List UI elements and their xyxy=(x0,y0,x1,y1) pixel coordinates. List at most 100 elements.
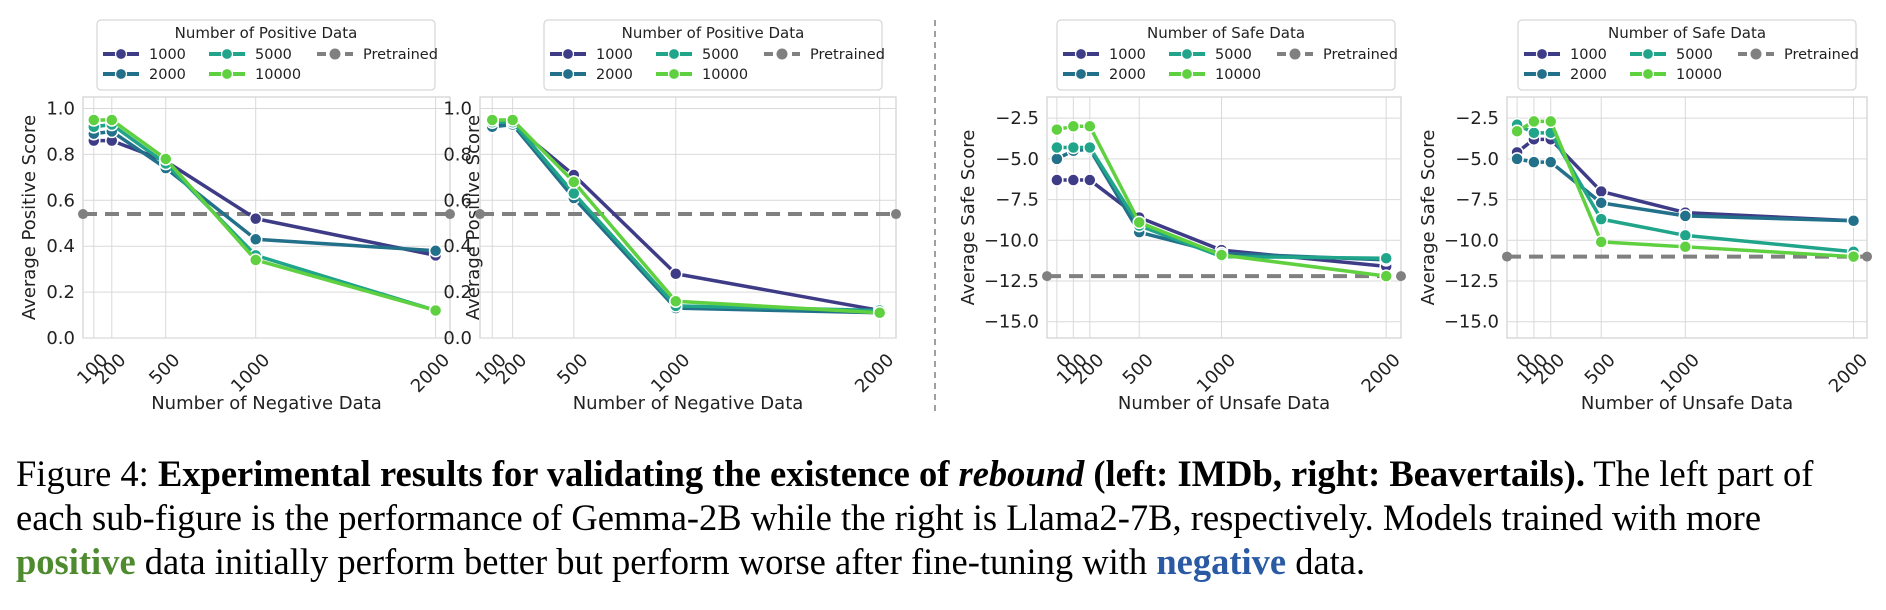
data-point-10000 xyxy=(1846,249,1861,264)
legend-label-2000: 2000 xyxy=(1570,67,1607,83)
pretrained-marker xyxy=(1862,251,1872,262)
data-point-2000 xyxy=(248,232,263,247)
caption-text-3: data. xyxy=(1286,541,1366,582)
data-point-5000 xyxy=(1594,212,1608,226)
pretrained-marker xyxy=(891,209,901,220)
legend-marker-5000 xyxy=(1641,47,1655,61)
legend-pretrained-label: Pretrained xyxy=(363,47,438,63)
x-tick-label: 2000 xyxy=(1825,350,1872,397)
x-axis-label: Number of Unsafe Data xyxy=(1581,393,1793,414)
y-tick-label: 0.0 xyxy=(443,328,472,349)
x-tick-label: 1000 xyxy=(1657,350,1704,397)
legend-label-10000: 10000 xyxy=(1215,67,1261,83)
legend-marker-10000 xyxy=(1180,67,1194,81)
plot-area xyxy=(82,96,451,339)
y-axis-label: Average Safe Score xyxy=(958,130,979,306)
data-point-10000 xyxy=(1379,269,1393,283)
data-point-5000 xyxy=(1050,140,1064,155)
data-point-2000 xyxy=(1543,155,1558,169)
data-point-10000 xyxy=(428,303,443,318)
data-point-10000 xyxy=(1214,248,1229,262)
legend-label-2000: 2000 xyxy=(1109,67,1146,83)
legend-label-10000: 10000 xyxy=(1676,67,1722,83)
data-point-10000 xyxy=(87,113,101,127)
legend-marker-1000 xyxy=(114,47,128,61)
pretrained-marker xyxy=(78,209,88,220)
data-point-5000 xyxy=(1678,228,1693,243)
legend-pretrained-marker xyxy=(1750,48,1762,60)
x-tick-label: 2000 xyxy=(851,350,898,397)
plot-area xyxy=(1046,96,1402,339)
legend-marker-2000 xyxy=(1535,67,1549,81)
data-point-5000 xyxy=(1527,126,1541,140)
legend-pretrained-marker xyxy=(329,48,341,60)
data-point-10000 xyxy=(505,113,520,127)
legend-marker-10000 xyxy=(667,67,681,81)
legend-label-5000: 5000 xyxy=(255,47,292,63)
legend-label-1000: 1000 xyxy=(596,47,633,63)
legend-label-1000: 1000 xyxy=(1109,47,1146,63)
legend-title: Number of Positive Data xyxy=(622,24,805,42)
data-point-1000 xyxy=(1050,173,1064,187)
data-point-10000 xyxy=(1510,124,1524,138)
legend-pretrained-marker xyxy=(776,48,788,60)
y-tick-label: −5.0 xyxy=(1455,149,1499,170)
data-point-10000 xyxy=(1132,215,1146,230)
y-tick-label: 0.2 xyxy=(443,282,472,303)
x-axis-label: Number of Negative Data xyxy=(573,393,804,414)
data-point-2000 xyxy=(428,244,443,258)
caption-prefix: Figure 4: xyxy=(16,453,158,494)
legend-marker-2000 xyxy=(114,67,128,81)
x-axis-label: Number of Negative Data xyxy=(151,393,382,414)
y-tick-label: −10.0 xyxy=(984,230,1039,251)
legend-box xyxy=(96,19,436,91)
legend-box xyxy=(543,19,883,91)
legend-label-2000: 2000 xyxy=(149,67,186,83)
y-tick-label: −7.5 xyxy=(995,190,1039,211)
y-tick-label: 0.4 xyxy=(46,236,75,257)
legend-title: Number of Positive Data xyxy=(175,24,358,42)
legend-pretrained-label: Pretrained xyxy=(810,47,885,63)
y-axis-label: Average Positive Score xyxy=(19,115,40,320)
caption-negative-word: negative xyxy=(1156,541,1287,582)
y-tick-label: 0.6 xyxy=(443,190,472,211)
data-point-10000 xyxy=(1543,114,1558,129)
legend-marker-1000 xyxy=(1074,47,1088,61)
legend-label-5000: 5000 xyxy=(702,47,739,63)
legend-marker-10000 xyxy=(1641,67,1655,81)
legend-label-1000: 1000 xyxy=(149,47,186,63)
data-point-1000 xyxy=(1594,184,1608,199)
legend-label-5000: 5000 xyxy=(1676,47,1713,63)
x-tick-label: 2000 xyxy=(1358,350,1405,397)
y-tick-label: −2.5 xyxy=(1455,108,1499,129)
caption-text-2: data initially perform better but perfor… xyxy=(135,541,1157,582)
data-point-2000 xyxy=(1594,196,1608,210)
x-tick-label: 500 xyxy=(1119,350,1158,389)
y-tick-label: −10.0 xyxy=(1444,230,1499,251)
legend-label-5000: 5000 xyxy=(1215,47,1252,63)
y-tick-label: −2.5 xyxy=(995,108,1039,129)
caption-positive-word: positive xyxy=(16,541,136,582)
legend-label-2000: 2000 xyxy=(596,67,633,83)
y-tick-label: −7.5 xyxy=(1455,190,1499,211)
data-point-10000 xyxy=(669,294,683,309)
pretrained-marker xyxy=(445,209,455,220)
figure-caption: Figure 4: Experimental results for valid… xyxy=(16,452,1878,584)
caption-bold-italic: rebound xyxy=(958,453,1085,494)
data-point-2000 xyxy=(1846,214,1861,228)
caption-bold-1: Experimental results for validating the … xyxy=(157,453,959,494)
data-point-2000 xyxy=(1527,155,1541,169)
data-point-10000 xyxy=(485,113,499,127)
caption-text-1: The left part of each sub-figure is the … xyxy=(16,453,1814,538)
legend-box xyxy=(1517,19,1857,91)
data-point-10000 xyxy=(1527,114,1541,129)
data-point-10000 xyxy=(1594,235,1608,249)
legend-marker-10000 xyxy=(220,67,234,81)
y-tick-label: −15.0 xyxy=(1444,312,1499,333)
data-point-10000 xyxy=(1083,119,1097,134)
x-tick-label: 1000 xyxy=(227,350,274,397)
